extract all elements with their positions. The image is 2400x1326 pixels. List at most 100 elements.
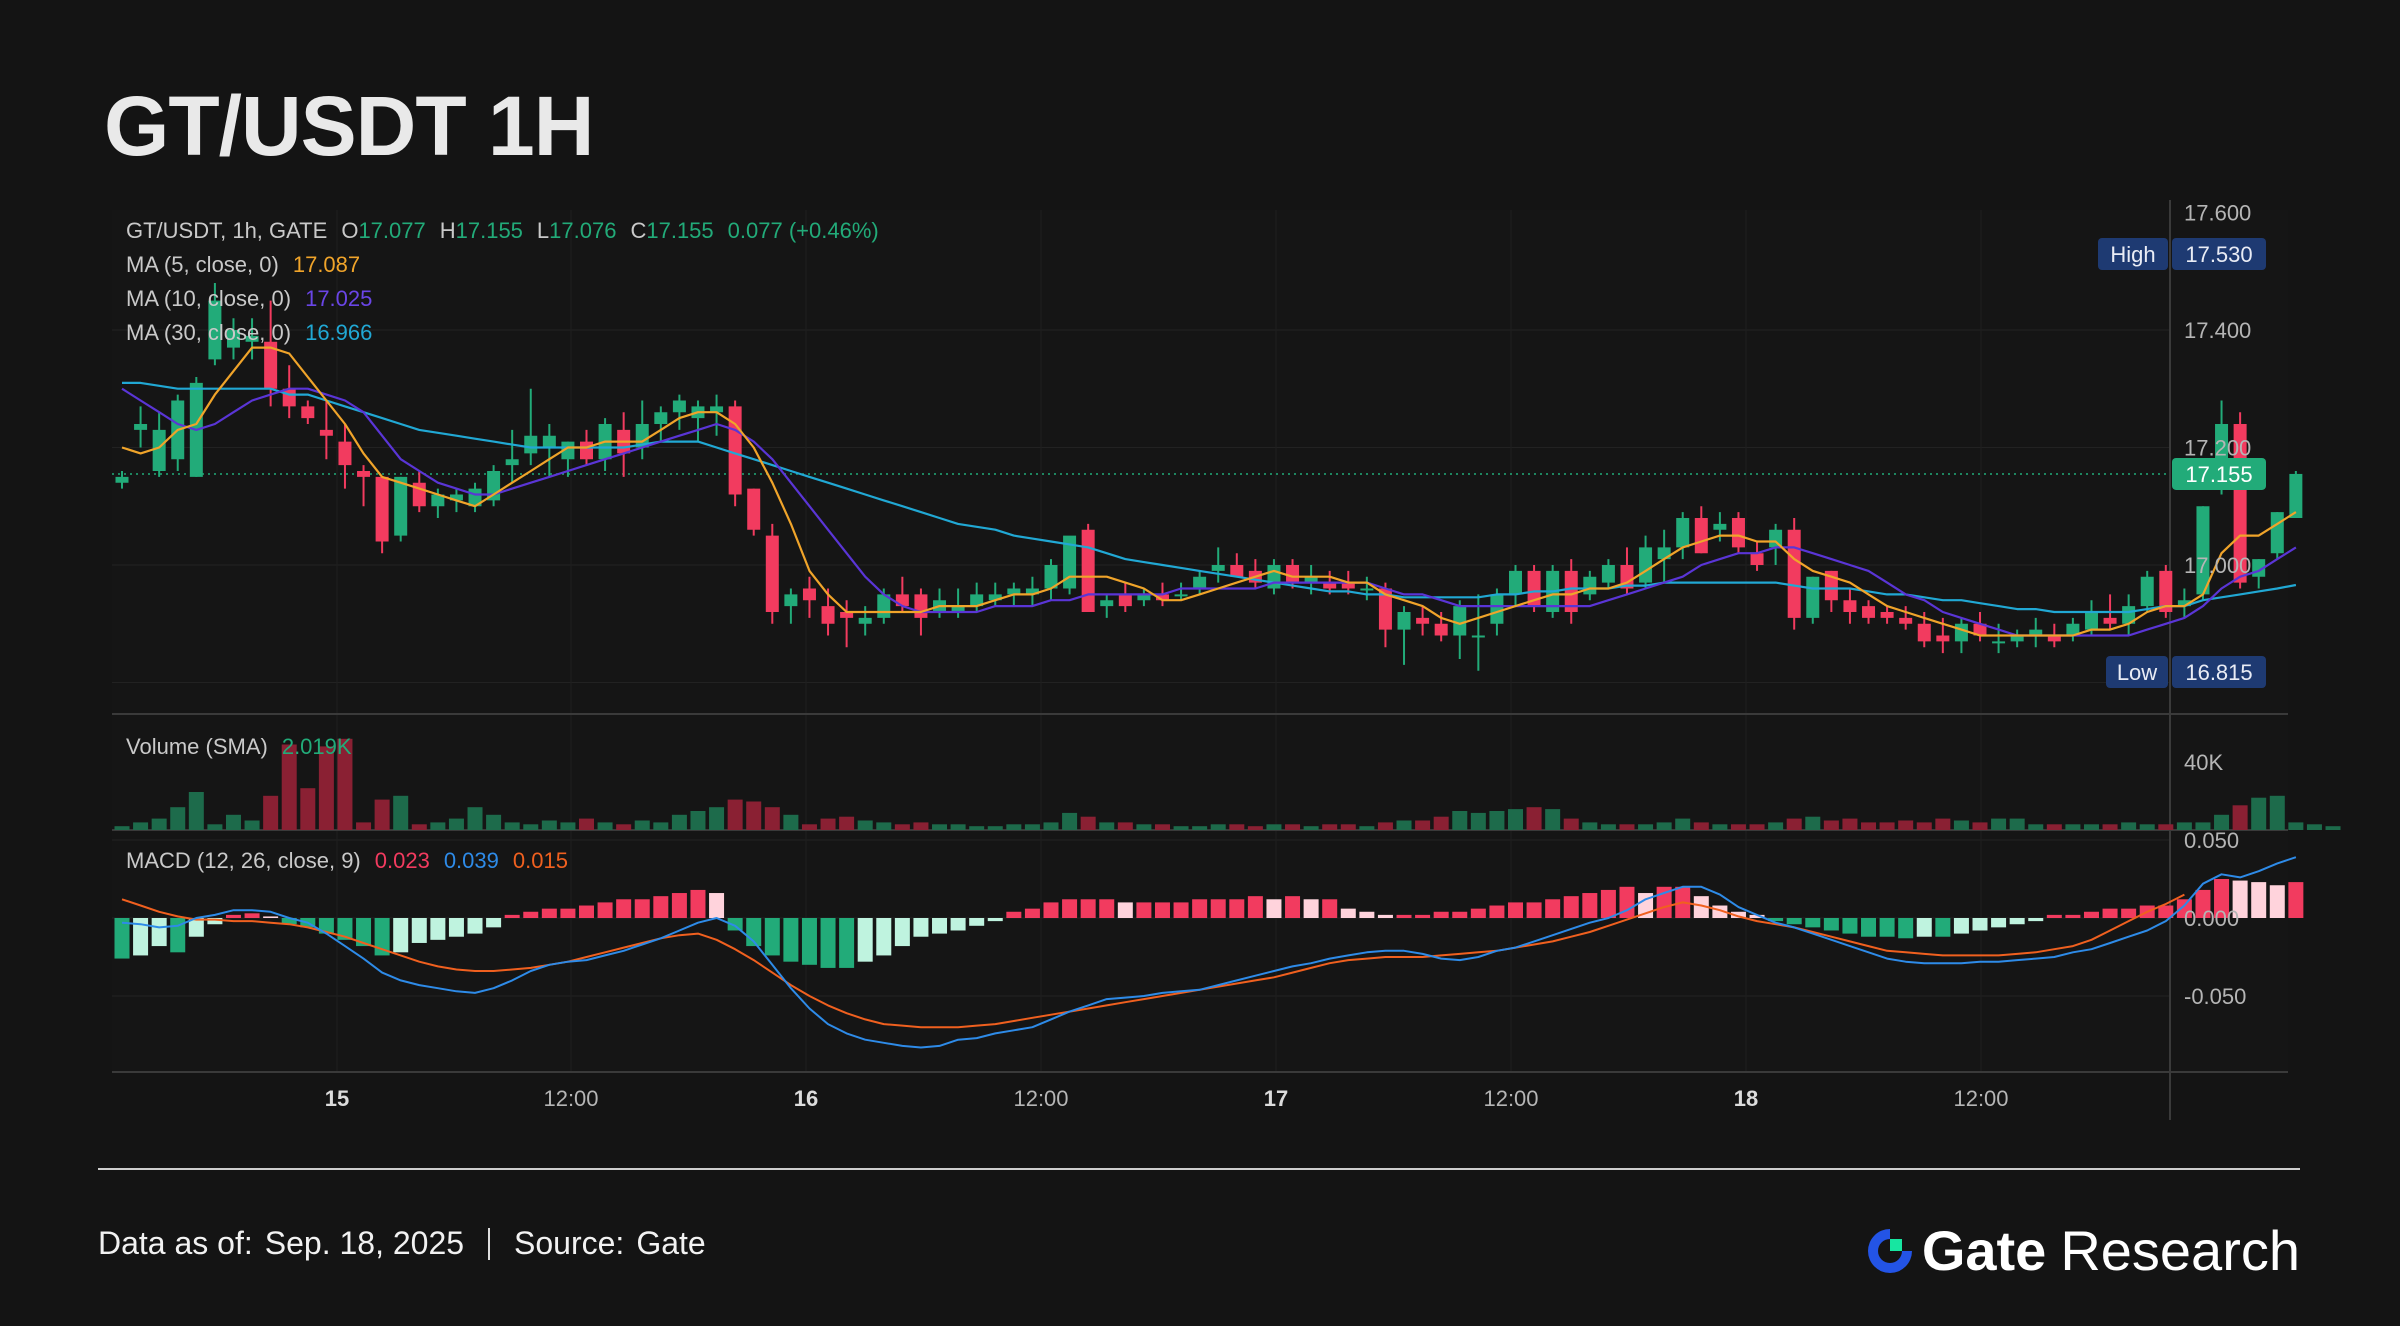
macd-histogram-bar (1600, 889, 1616, 918)
macd-histogram-bar (727, 918, 743, 931)
macd-histogram-bar (616, 899, 632, 918)
macd-histogram-bar (1452, 911, 1468, 918)
macd-histogram-bar (2046, 914, 2062, 918)
candle-body (1787, 529, 1801, 618)
macd-histogram-bar (1377, 914, 1393, 918)
macd-histogram-bar (671, 893, 687, 918)
macd-histogram-bar (1117, 902, 1133, 918)
price-tick-label: 17.400 (2184, 318, 2251, 343)
volume-bar (207, 824, 223, 830)
volume-bar (541, 820, 557, 830)
macd-histogram-bar (1136, 902, 1152, 918)
low-label: Low (2117, 660, 2157, 685)
volume-bar (913, 822, 929, 830)
volume-bar (1619, 824, 1635, 830)
macd-histogram-bar (709, 893, 725, 918)
candle-body (338, 441, 352, 466)
volume-bar (1322, 824, 1338, 830)
volume-bar (746, 801, 762, 830)
macd-histogram-bar (523, 911, 539, 918)
macd-histogram-bar (151, 918, 167, 947)
volume-bar (1489, 811, 1505, 830)
volume-bar (151, 818, 167, 830)
volume-bar (839, 816, 855, 830)
volume-tick-label: 40K (2184, 750, 2223, 775)
candle-body (858, 617, 872, 624)
volume-pane (114, 738, 2341, 830)
candle-body (1769, 529, 1783, 548)
macd-histogram-bar (1192, 899, 1208, 918)
macd-histogram-bar (950, 918, 966, 931)
candle-body (2103, 617, 2117, 624)
time-tick-label: 15 (325, 1086, 349, 1111)
volume-bar (281, 744, 297, 830)
volume-bar (337, 738, 353, 830)
macd-histogram-bar (411, 918, 427, 943)
volume-bar (634, 820, 650, 830)
price-tick-label: 17.200 (2184, 436, 2251, 461)
macd-histogram-bar (1024, 908, 1040, 918)
candle-body (524, 435, 538, 454)
volume-bar (2009, 818, 2025, 830)
candle-body (2010, 635, 2024, 642)
candle-body (449, 494, 463, 501)
macd-histogram-bar (969, 918, 985, 926)
macd-histogram-bar (2121, 908, 2137, 918)
volume-bar (1136, 824, 1152, 830)
macd-histogram-bar (281, 918, 297, 925)
macd-histogram-bar (2269, 885, 2285, 918)
macd-histogram-bar (653, 896, 669, 918)
legend-ohlc: GT/USDT, 1h, GATE O17.077 H17.155 L17.076 C1… (126, 218, 879, 243)
legend-volume: Volume (SMA) 2.019K (126, 734, 352, 759)
candle-body (282, 388, 296, 407)
macd-histogram-bar (1396, 914, 1412, 918)
moving-averages (121, 346, 2297, 637)
volume-bar (1024, 824, 1040, 830)
time-axis: 15 12:00 16 12:00 17 12:00 18 12:00 (325, 1086, 2009, 1111)
macd-histogram-bar (486, 918, 502, 928)
volume-bar (1470, 812, 1486, 830)
macd-histogram-bar (2083, 911, 2099, 918)
volume-bar (1916, 822, 1932, 830)
price-chart[interactable]: 17.600 17.400 17.200 17.000 40K 0.050 0.000 -0.… (0, 0, 2400, 1150)
chart-legend: GT/USDT, 1h, GATE O17.077 H17.155 L17.076 C1… (126, 218, 879, 873)
volume-bar (2176, 822, 2192, 830)
macd-histogram-bar (1303, 899, 1319, 918)
macd-histogram-bar (2065, 914, 2081, 918)
volume-bar (1693, 822, 1709, 830)
volume-bar (2121, 822, 2137, 830)
macd-histogram-bar (876, 918, 892, 956)
candle-body (375, 476, 389, 542)
macd-histogram-bar (1749, 914, 1765, 918)
volume-bar (1786, 818, 1802, 830)
volume-bar (1805, 816, 1821, 830)
candle-body (970, 594, 984, 607)
volume-bar (1247, 826, 1263, 830)
volume-bar (2083, 824, 2099, 830)
logo-suffix: Research (2060, 1219, 2300, 1282)
macd-histogram-bar (987, 918, 1003, 922)
candle-body (1304, 576, 1318, 583)
volume-bar (244, 820, 260, 830)
volume-bar (467, 807, 483, 830)
candle-body (1564, 570, 1578, 612)
macd-histogram-bar (1805, 918, 1821, 928)
candle-body (840, 612, 854, 618)
volume-bar (2102, 824, 2118, 830)
volume-bar (616, 824, 632, 830)
volume-bar (1192, 826, 1208, 830)
volume-bar (727, 799, 743, 830)
macd-histogram-bar (1210, 899, 1226, 918)
candle-body (1954, 623, 1968, 642)
time-tick-label: 17 (1264, 1086, 1288, 1111)
legend-ma30: MA (30, close, 0) 16.966 (126, 320, 372, 345)
candle-body (784, 594, 798, 607)
volume-bar (2306, 824, 2322, 830)
volume-bar (2046, 824, 2062, 830)
candle-body (1880, 612, 1894, 618)
volume-bar (1749, 824, 1765, 830)
candle-body (1155, 594, 1169, 601)
macd-histogram-bar (1842, 918, 1858, 934)
candle-body (2159, 570, 2173, 612)
macd-histogram-bar (1322, 899, 1338, 918)
